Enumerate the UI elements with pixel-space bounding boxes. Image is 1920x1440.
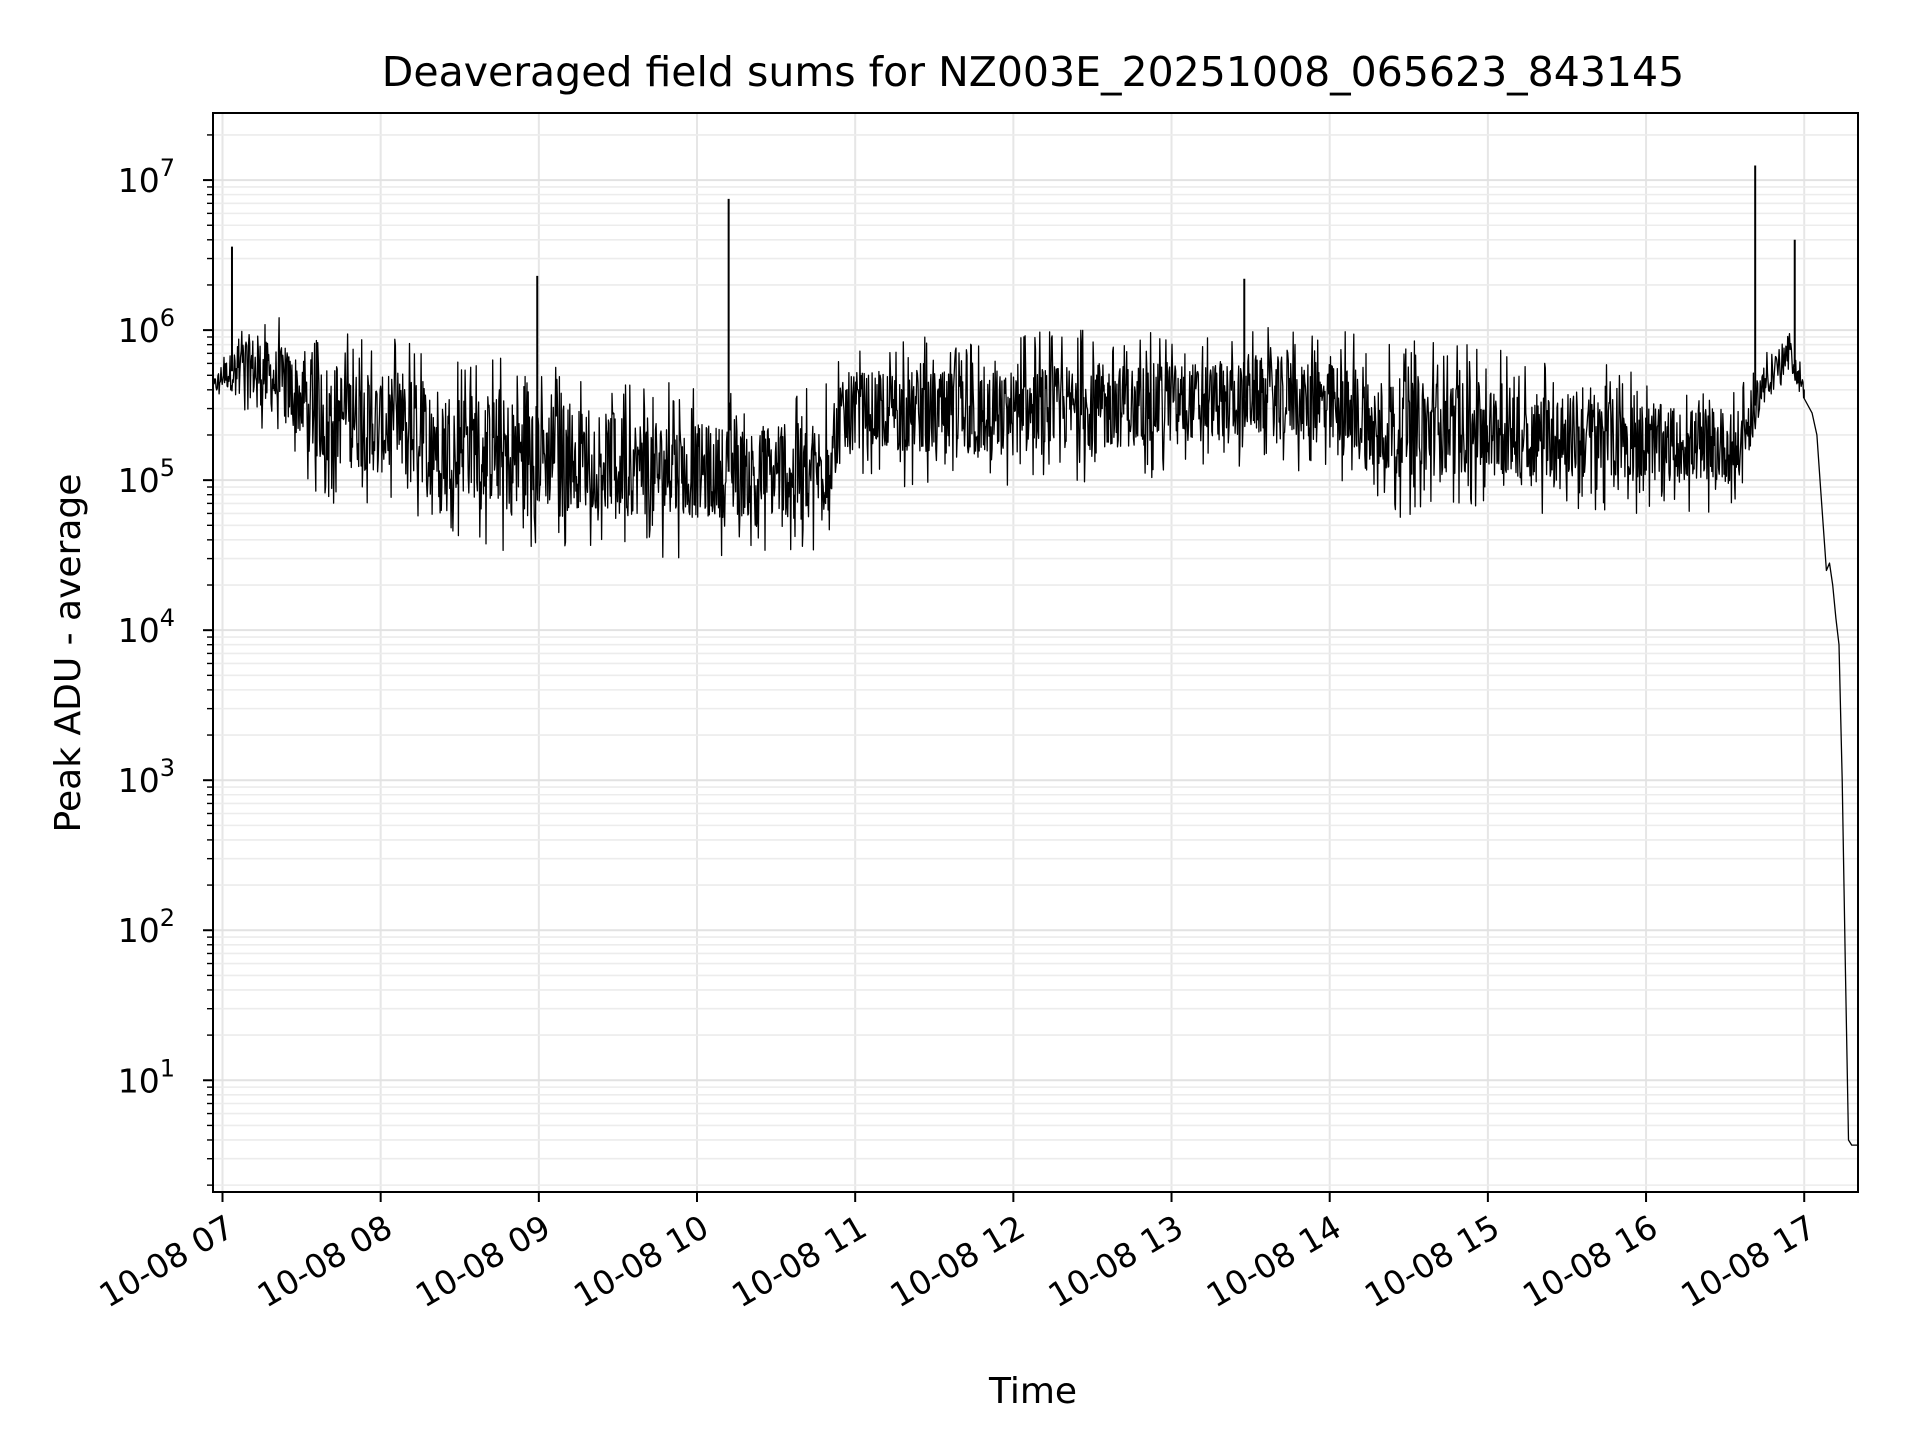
x-axis-label: Time (988, 1371, 1077, 1412)
y-tick-label: 102 (118, 904, 175, 950)
series-line (212, 317, 1858, 1146)
y-tick-label: 106 (118, 304, 175, 350)
y-tick-label: 107 (118, 154, 175, 200)
plot-frame (212, 112, 1859, 1193)
chart-title: Deaveraged field sums for NZ003E_2025100… (382, 48, 1684, 96)
data-series (212, 165, 1858, 1146)
y-tick-label: 101 (118, 1054, 175, 1100)
y-tick-label: 105 (118, 454, 175, 500)
y-axis-label: Peak ADU - average (48, 474, 89, 833)
y-tick-label: 104 (118, 604, 175, 650)
y-axis: 101 102 103 104 105 106 107 (118, 134, 213, 1186)
y-tick-label: 103 (118, 754, 175, 800)
